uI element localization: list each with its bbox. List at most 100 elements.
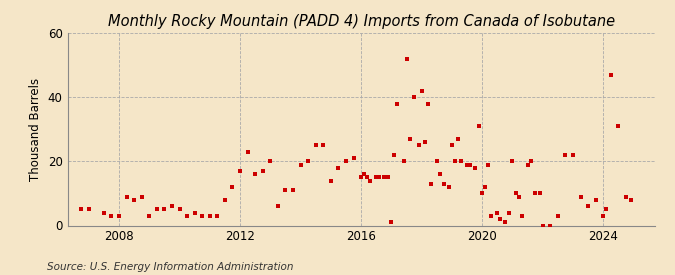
Point: [483, 162, 493, 167]
Point: [537, 223, 548, 228]
Point: [401, 56, 412, 61]
Point: [325, 178, 336, 183]
Point: [136, 194, 147, 199]
Point: [386, 220, 397, 224]
Point: [495, 217, 506, 221]
Point: [106, 214, 117, 218]
Point: [280, 188, 291, 192]
Point: [535, 191, 545, 196]
Point: [456, 159, 466, 164]
Point: [113, 214, 124, 218]
Point: [219, 198, 230, 202]
Point: [348, 156, 359, 160]
Point: [189, 210, 200, 215]
Point: [99, 210, 109, 215]
Point: [435, 172, 446, 176]
Point: [560, 153, 571, 157]
Point: [392, 101, 403, 106]
Point: [447, 143, 458, 147]
Point: [423, 101, 433, 106]
Point: [389, 153, 400, 157]
Point: [575, 194, 586, 199]
Point: [598, 214, 609, 218]
Point: [525, 159, 536, 164]
Point: [273, 204, 284, 208]
Point: [591, 198, 601, 202]
Point: [383, 175, 394, 180]
Point: [362, 175, 373, 180]
Point: [522, 162, 533, 167]
Point: [510, 191, 521, 196]
Point: [453, 137, 464, 141]
Point: [151, 207, 162, 212]
Point: [439, 182, 450, 186]
Point: [167, 204, 178, 208]
Point: [121, 194, 132, 199]
Point: [413, 143, 424, 147]
Point: [486, 214, 497, 218]
Point: [605, 73, 616, 77]
Point: [552, 214, 563, 218]
Point: [356, 175, 367, 180]
Point: [416, 89, 427, 93]
Point: [295, 162, 306, 167]
Point: [500, 220, 510, 224]
Point: [450, 159, 460, 164]
Point: [462, 162, 472, 167]
Point: [212, 214, 223, 218]
Point: [477, 191, 487, 196]
Point: [492, 210, 503, 215]
Point: [371, 175, 381, 180]
Point: [513, 194, 524, 199]
Point: [257, 169, 268, 173]
Point: [159, 207, 170, 212]
Point: [76, 207, 86, 212]
Point: [310, 143, 321, 147]
Point: [358, 172, 369, 176]
Point: [545, 223, 556, 228]
Point: [333, 166, 344, 170]
Point: [364, 178, 375, 183]
Point: [197, 214, 208, 218]
Point: [265, 159, 275, 164]
Point: [205, 214, 215, 218]
Point: [425, 182, 436, 186]
Point: [464, 162, 475, 167]
Point: [288, 188, 298, 192]
Point: [480, 185, 491, 189]
Point: [419, 140, 430, 144]
Point: [174, 207, 185, 212]
Point: [303, 159, 314, 164]
Point: [144, 214, 155, 218]
Point: [242, 150, 253, 154]
Point: [516, 214, 527, 218]
Point: [408, 95, 419, 99]
Point: [474, 124, 485, 128]
Text: Source: U.S. Energy Information Administration: Source: U.S. Energy Information Administ…: [47, 262, 294, 272]
Point: [504, 210, 515, 215]
Point: [431, 159, 442, 164]
Point: [507, 159, 518, 164]
Point: [404, 137, 415, 141]
Point: [341, 159, 352, 164]
Point: [568, 153, 578, 157]
Point: [182, 214, 192, 218]
Point: [379, 175, 389, 180]
Point: [398, 159, 409, 164]
Point: [129, 198, 140, 202]
Point: [583, 204, 593, 208]
Point: [83, 207, 94, 212]
Point: [625, 198, 636, 202]
Point: [374, 175, 385, 180]
Y-axis label: Thousand Barrels: Thousand Barrels: [29, 78, 43, 181]
Point: [620, 194, 631, 199]
Point: [469, 166, 480, 170]
Point: [601, 207, 612, 212]
Point: [250, 172, 261, 176]
Point: [443, 185, 454, 189]
Point: [227, 185, 238, 189]
Point: [235, 169, 246, 173]
Point: [613, 124, 624, 128]
Point: [318, 143, 329, 147]
Point: [530, 191, 541, 196]
